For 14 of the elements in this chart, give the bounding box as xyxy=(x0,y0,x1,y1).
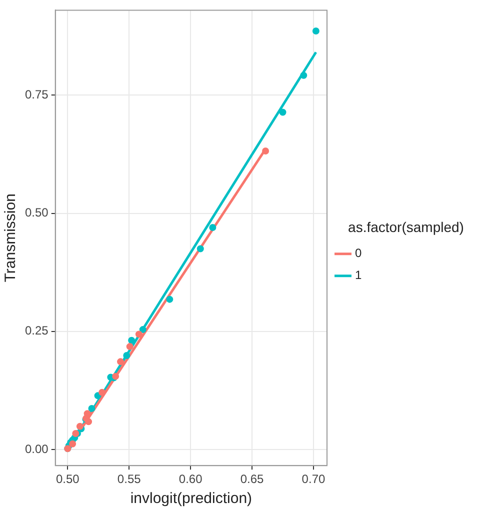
legend-label: 0 xyxy=(355,246,362,260)
x-tick-label: 0.55 xyxy=(117,472,142,486)
x-tick-label: 0.50 xyxy=(56,472,80,486)
y-tick-label: 0.25 xyxy=(24,324,49,338)
legend-title: as.factor(sampled) xyxy=(348,218,464,235)
y-axis-title: Transmission xyxy=(2,194,20,282)
y-tick-label: 0.50 xyxy=(24,206,49,220)
x-axis-title: invlogit(prediction) xyxy=(130,490,252,508)
y-tick-label: 0.00 xyxy=(24,442,49,456)
x-tick-label: 0.60 xyxy=(178,472,203,486)
x-tick-label: 0.70 xyxy=(302,472,326,486)
x-tick-label: 0.65 xyxy=(240,472,264,486)
legend-label: 1 xyxy=(355,268,362,282)
y-tick-label: 0.75 xyxy=(24,88,49,102)
